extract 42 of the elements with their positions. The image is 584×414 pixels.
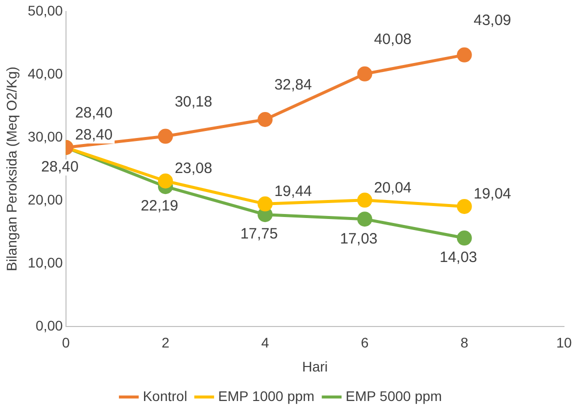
data-label: 40,08 bbox=[374, 31, 412, 48]
legend-label: Kontrol bbox=[142, 388, 188, 404]
legend-label: EMP 5000 ppm bbox=[346, 388, 442, 404]
data-label: 30,18 bbox=[174, 93, 212, 110]
x-tick-label: 4 bbox=[261, 334, 270, 351]
x-tick-label: 10 bbox=[556, 334, 572, 351]
y-axis-title: Bilangan Peroksida (Meq O2/Kg) bbox=[3, 66, 20, 272]
y-tick-label: 10,00 bbox=[28, 254, 64, 270]
y-tick-label: 30,00 bbox=[28, 128, 64, 144]
data-label: 28,40 bbox=[75, 126, 113, 144]
y-tick-label: 0,00 bbox=[36, 317, 64, 334]
x-tick-label: 0 bbox=[62, 334, 70, 351]
data-label: 14,03 bbox=[440, 249, 478, 266]
x-tick-label: 6 bbox=[360, 334, 369, 351]
point bbox=[456, 198, 472, 214]
x-tick-label: 2 bbox=[162, 334, 170, 351]
point bbox=[158, 173, 173, 188]
data-label: 17,03 bbox=[340, 230, 378, 248]
data-label: 17,75 bbox=[240, 226, 278, 243]
data-label: 20,04 bbox=[374, 179, 412, 196]
y-tick-label: 40,00 bbox=[28, 65, 64, 82]
point bbox=[357, 66, 372, 82]
x-tick-label: 8 bbox=[460, 334, 468, 351]
data-label: 32,84 bbox=[274, 76, 312, 94]
y-tick-label: 20,00 bbox=[28, 191, 64, 208]
x-axis-title: Hari bbox=[302, 358, 328, 374]
data-label: 23,08 bbox=[174, 160, 212, 178]
data-label: 43,09 bbox=[474, 12, 512, 30]
data-label: 22,19 bbox=[140, 198, 178, 215]
point bbox=[258, 112, 273, 128]
data-label: 28,40 bbox=[75, 104, 113, 122]
legend-label: EMP 1000 ppm bbox=[218, 388, 314, 404]
point bbox=[456, 47, 472, 62]
point bbox=[357, 212, 372, 227]
point bbox=[258, 196, 273, 212]
data-label: 19,04 bbox=[474, 186, 512, 203]
point bbox=[357, 192, 372, 208]
point bbox=[158, 128, 173, 144]
point bbox=[456, 230, 472, 246]
y-tick-label: 50,00 bbox=[28, 2, 64, 18]
data-label: 19,44 bbox=[274, 183, 312, 200]
data-label: 28,40 bbox=[41, 158, 79, 176]
